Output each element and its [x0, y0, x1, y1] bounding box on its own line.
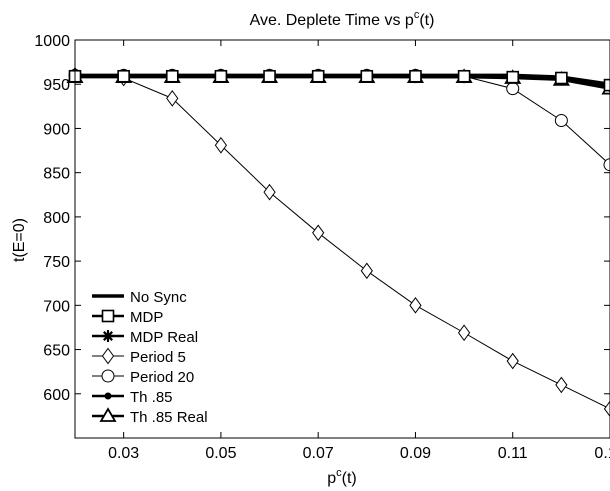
- legend-item: Period 20: [92, 369, 194, 386]
- data-point: [166, 90, 179, 107]
- x-tick-label: 0.03: [108, 445, 139, 462]
- data-point: [603, 78, 610, 92]
- y-tick-label: 600: [43, 387, 70, 404]
- data-point: [555, 376, 568, 394]
- x-axis-label-superscript: c: [336, 467, 342, 479]
- data-point: [409, 296, 422, 314]
- chart-title-superscript: c: [414, 9, 420, 21]
- data-point: [409, 69, 422, 83]
- axis-ticks: 600 650 700 750 800 850 900 950 1000 0.03 0.05 0.07…: [34, 33, 610, 462]
- data-point: [311, 69, 325, 83]
- data-point: [360, 69, 374, 83]
- legend-item: Th .85: [92, 389, 173, 406]
- chart-title-main: Ave. Deplete Time vs p: [250, 12, 414, 29]
- data-point: [506, 70, 520, 84]
- series-period-20: [68, 68, 610, 172]
- x-axis-label-tail: (t): [342, 470, 357, 487]
- data-point: [117, 69, 130, 83]
- legend-marker: [101, 369, 115, 383]
- legend-label: No Sync: [130, 289, 187, 306]
- plot-frame: [74, 39, 610, 439]
- data-point: [506, 352, 519, 370]
- x-tick-label: 0.09: [400, 445, 431, 462]
- y-axis-label: t(E=0): [11, 218, 28, 262]
- data-point: [263, 183, 276, 201]
- legend-label: MDP: [130, 309, 163, 326]
- data-point: [263, 69, 276, 83]
- legend-label: Period 20: [130, 369, 194, 386]
- x-tick-label: 0.05: [205, 445, 236, 462]
- data-point: [555, 71, 568, 85]
- x-axis-label: pc(t): [327, 467, 357, 487]
- data-point: [360, 262, 373, 280]
- plot-area: [66, 67, 610, 418]
- legend-item: No Sync: [92, 289, 187, 306]
- data-point: [165, 69, 179, 83]
- legend-item: MDP Real: [92, 329, 198, 346]
- data-point: [554, 113, 568, 127]
- y-tick-label: 900: [43, 121, 70, 138]
- legend-marker: [102, 330, 114, 342]
- legend-label: Th .85 Real: [130, 409, 208, 426]
- series-line: [74, 74, 610, 410]
- data-point: [457, 324, 471, 342]
- data-point: [312, 224, 325, 242]
- series-line: [75, 74, 610, 166]
- data-point: [214, 69, 228, 83]
- legend-item: Th .85 Real: [92, 407, 208, 426]
- legend-marker: [99, 407, 117, 422]
- data-point: [603, 158, 610, 172]
- data-point: [603, 400, 610, 418]
- chart-title-tail: (t): [419, 12, 434, 29]
- data-point: [506, 82, 520, 96]
- legend-item: MDP: [92, 309, 163, 326]
- data-point: [457, 69, 471, 83]
- series-line: [75, 75, 610, 87]
- x-tick-label: 0.07: [303, 445, 334, 462]
- legend-marker: [101, 347, 115, 365]
- legend: No Sync MDP MDP Real Period 5 Period 20 Th .8…: [92, 289, 208, 426]
- y-tick-label: 850: [43, 166, 70, 183]
- legend-marker: [104, 392, 112, 400]
- y-tick-label: 650: [43, 343, 70, 360]
- x-axis-label-main: p: [327, 470, 336, 487]
- y-tick-label: 750: [43, 254, 70, 271]
- chart-title: Ave. Deplete Time vs pc(t): [250, 9, 435, 29]
- legend-item: Period 5: [92, 347, 186, 366]
- y-tick-label: 950: [43, 77, 70, 94]
- x-tick-label: 0.11: [498, 445, 528, 462]
- y-tick-label: 800: [43, 210, 70, 227]
- legend-label: Th .85: [130, 389, 173, 406]
- legend-label: Period 5: [130, 349, 186, 366]
- data-point: [214, 136, 228, 154]
- y-tick-label: 700: [43, 298, 70, 315]
- y-tick-label: 1000: [34, 33, 70, 50]
- legend-marker: [101, 309, 115, 323]
- legend-label: MDP Real: [130, 329, 198, 346]
- x-tick-label: 0.13: [594, 445, 610, 462]
